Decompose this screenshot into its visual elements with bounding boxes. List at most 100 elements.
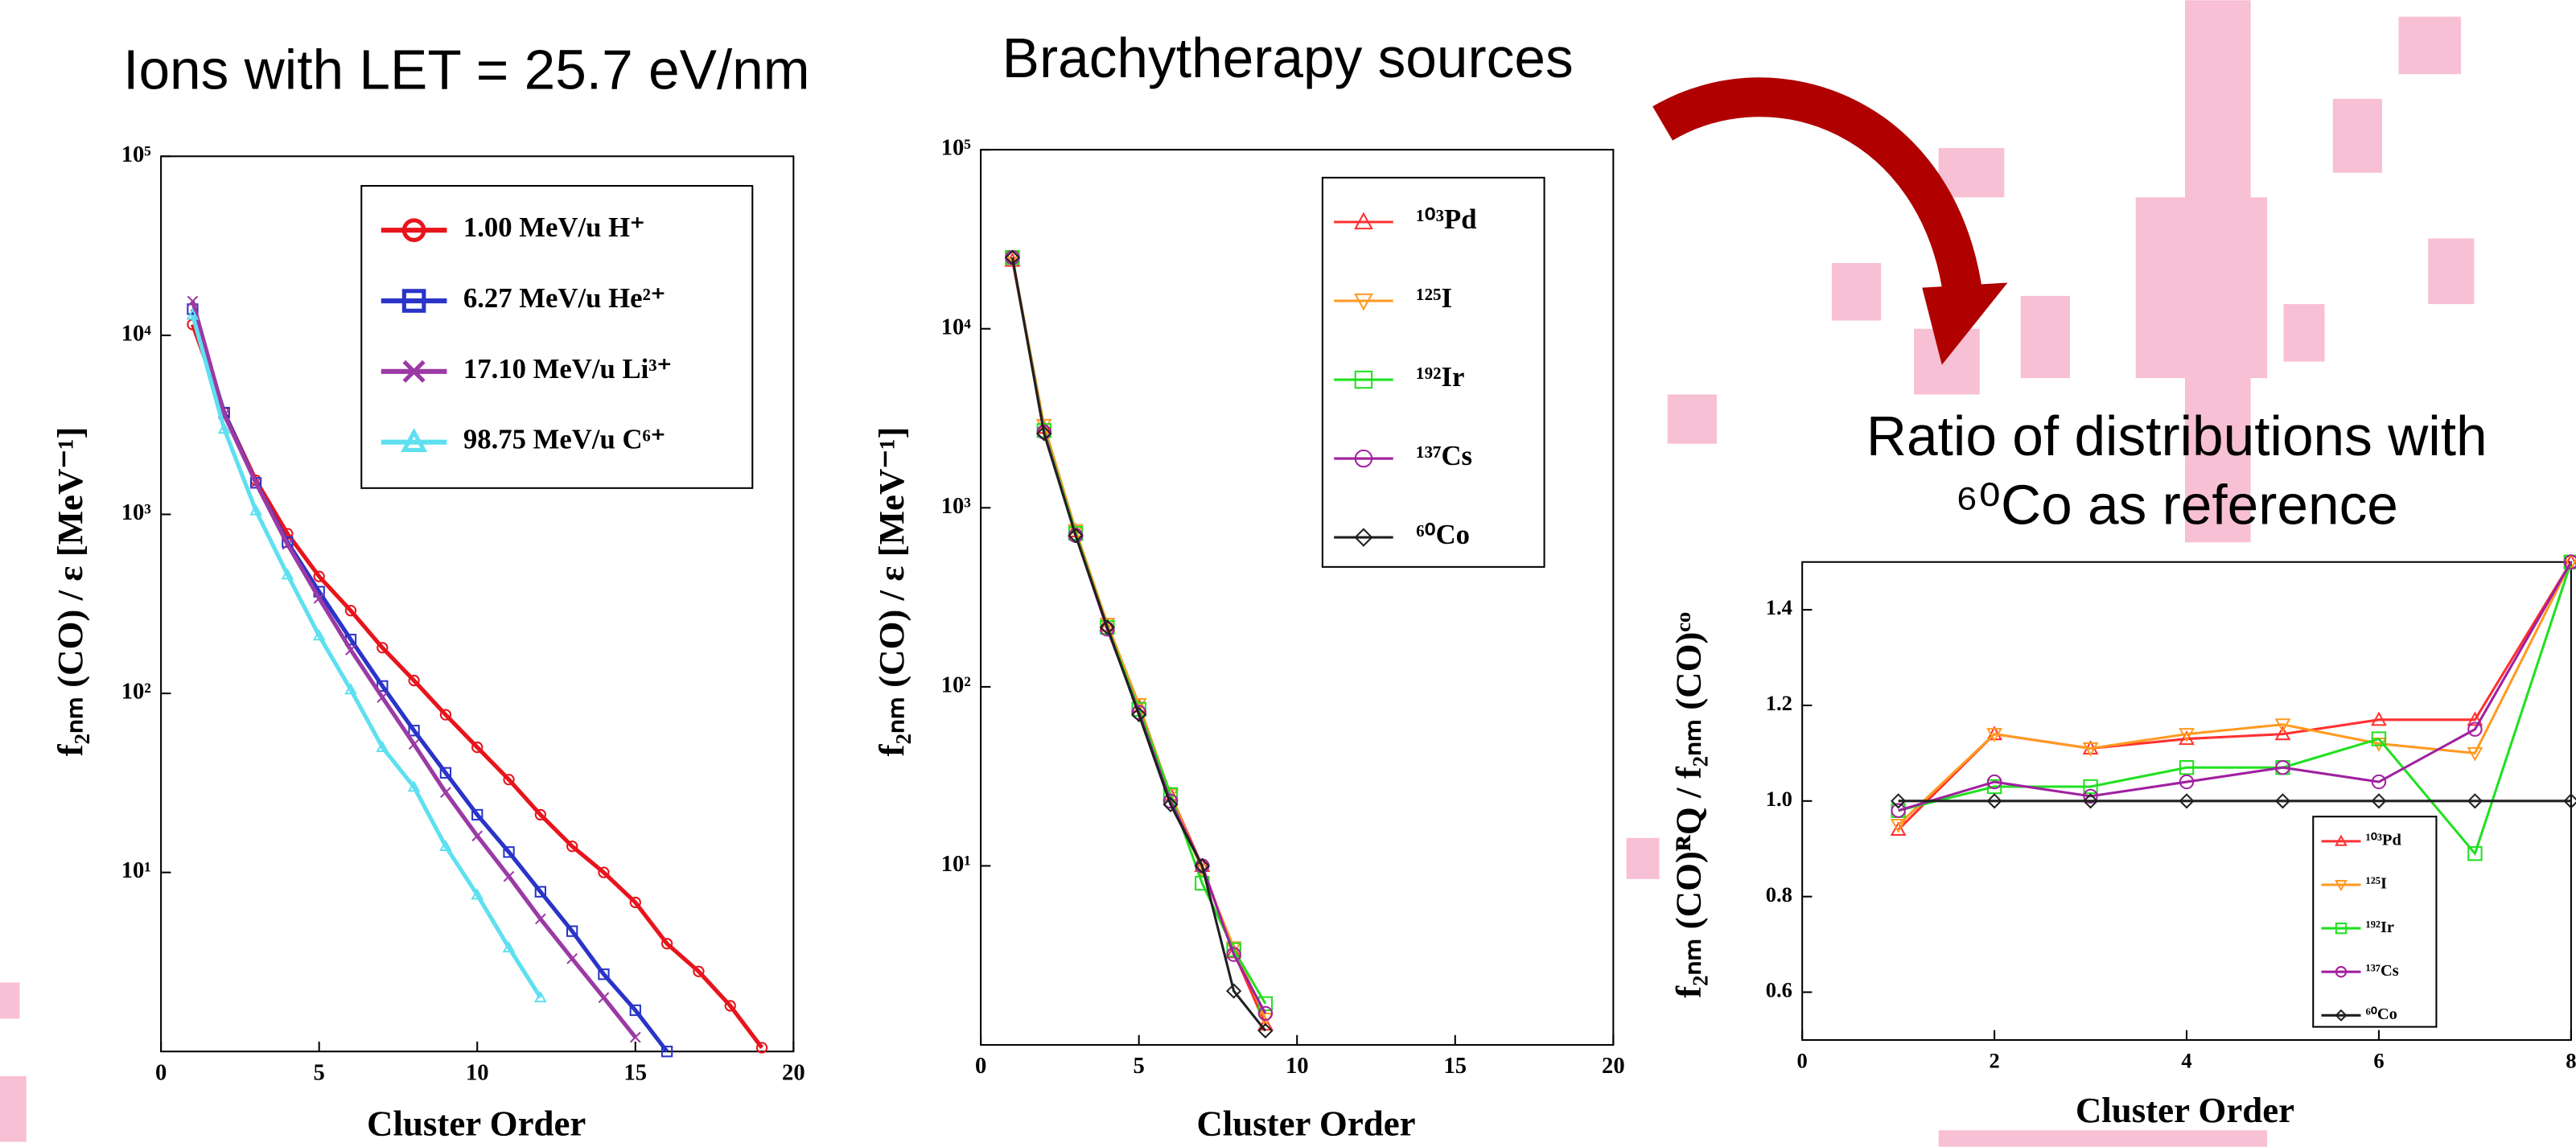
y-tick-label: 0.8 [1766, 882, 1792, 906]
data-marker [344, 683, 357, 695]
data-marker [629, 1031, 641, 1043]
x-tick-label: 20 [1602, 1054, 1625, 1079]
data-marker [408, 674, 420, 687]
legend-label: ¹⁰³Pd [2366, 832, 2402, 849]
data-marker [533, 991, 547, 1003]
data-marker [440, 787, 451, 798]
x-tick-label: 0 [1797, 1049, 1808, 1073]
y-tick-label: 10¹ [941, 852, 971, 877]
series-line [1010, 257, 1267, 1014]
data-marker [566, 952, 578, 964]
y-tick-label: 10⁵ [121, 142, 151, 167]
series-line [1897, 561, 2573, 831]
data-marker [566, 925, 578, 937]
x-axis-label: Cluster Order [367, 1103, 586, 1143]
legend-label: ¹⁹²Ir [1416, 361, 1464, 393]
data-marker [401, 289, 426, 313]
data-marker [755, 1042, 768, 1054]
data-marker [313, 592, 325, 604]
data-marker [471, 830, 484, 842]
data-marker [2335, 834, 2348, 846]
legend-label: 17.10 MeV/u Li³⁺ [463, 353, 672, 384]
data-marker [2335, 880, 2348, 892]
data-marker [566, 840, 578, 853]
y-tick-label: 10³ [121, 500, 151, 525]
data-marker [2082, 793, 2099, 809]
data-marker [313, 570, 325, 582]
data-marker [503, 870, 515, 882]
legend-label: ⁶⁰Co [2366, 1005, 2397, 1023]
data-marker [598, 866, 610, 878]
data-marker [1257, 1005, 1274, 1022]
data-marker [1353, 293, 1373, 311]
y-tick-label: 10⁵ [941, 136, 971, 161]
data-marker [1162, 793, 1179, 809]
chart-subtitle: ⁶⁰Co as reference [1956, 474, 2398, 536]
data-marker [629, 1004, 641, 1017]
data-marker [1354, 449, 1373, 468]
chart-title: Brachytherapy sources [1002, 27, 1574, 89]
y-tick-label: 1.0 [1766, 787, 1792, 811]
data-marker [1890, 821, 1907, 837]
data-marker [598, 968, 610, 980]
data-marker [2274, 793, 2291, 809]
data-marker [2335, 966, 2348, 978]
data-marker [439, 767, 452, 779]
series-line [190, 308, 669, 1053]
data-marker [471, 741, 484, 754]
data-marker [345, 644, 356, 656]
data-marker [2467, 722, 2483, 737]
series-line [1898, 561, 2573, 857]
data-marker [503, 774, 515, 786]
x-tick-label: 0 [155, 1060, 167, 1085]
data-marker [249, 504, 262, 516]
data-marker [2335, 922, 2348, 935]
data-marker [1162, 796, 1179, 812]
legend-label: ¹³⁷Cs [1416, 440, 1472, 471]
arrow [1652, 77, 2008, 365]
legend-label: ⁶⁰Co [1416, 519, 1470, 550]
data-marker [377, 680, 389, 693]
y-tick-label: 10³ [941, 494, 971, 519]
data-marker [344, 605, 357, 617]
data-marker [2274, 718, 2291, 734]
x-tick-label: 0 [975, 1054, 986, 1079]
data-marker [2179, 760, 2195, 775]
data-marker [2563, 554, 2576, 569]
y-tick-label: 10² [121, 680, 151, 705]
data-marker [249, 477, 262, 489]
data-marker [2082, 742, 2099, 757]
data-marker [377, 642, 389, 654]
data-marker [282, 538, 294, 550]
data-marker [408, 725, 420, 737]
y-tick-label: 10¹ [121, 858, 151, 883]
data-marker [2179, 728, 2195, 742]
data-marker [2083, 779, 2098, 795]
data-marker [1257, 1022, 1274, 1039]
data-marker [660, 938, 673, 950]
data-marker [1226, 947, 1241, 962]
x-tick-label: 15 [1443, 1054, 1467, 1079]
plot-frame [980, 149, 1615, 1046]
x-tick-label: 4 [2181, 1049, 2191, 1073]
data-marker [377, 692, 389, 703]
legend-label: ¹³⁷Cs [2366, 962, 2399, 980]
data-marker [1986, 774, 2002, 790]
data-marker [1100, 621, 1115, 637]
x-axis-label: Cluster Order [1196, 1103, 1415, 1143]
data-marker [1890, 818, 1907, 833]
legend-label: ¹²⁵I [2366, 875, 2387, 893]
series-line [190, 314, 543, 999]
data-marker [724, 1000, 736, 1012]
data-marker [408, 738, 420, 750]
series-line [1898, 561, 2573, 812]
data-marker [2467, 746, 2483, 762]
data-marker [402, 360, 426, 383]
data-marker [2467, 711, 2483, 726]
data-marker [2467, 846, 2483, 861]
legend-label: ¹⁹²Ir [2366, 919, 2394, 936]
y-axis-label: f₂ₙₘ (CO) / ε [MeV⁻¹] [50, 426, 90, 756]
legend-box [2312, 816, 2438, 1028]
x-tick-label: 10 [1286, 1054, 1309, 1079]
